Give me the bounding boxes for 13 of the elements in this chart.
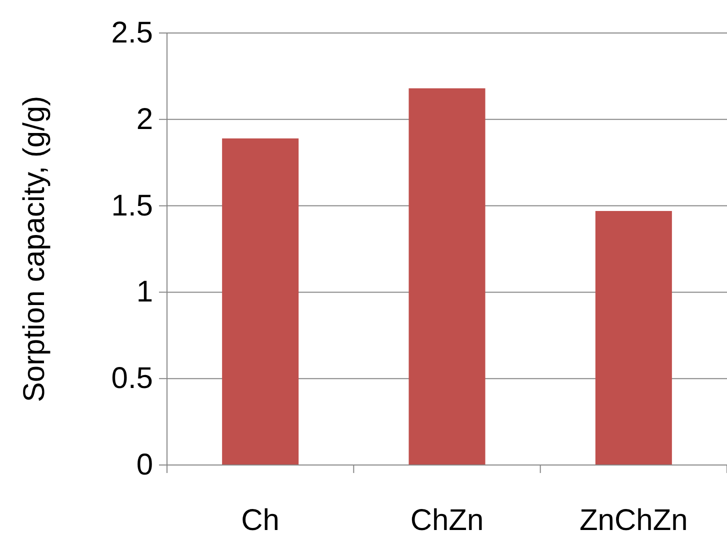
y-tick-label: 0 (136, 448, 153, 482)
y-tick-label: 0.5 (111, 362, 153, 396)
y-axis-title: Sorption capacity, (g/g) (18, 96, 51, 402)
y-tick-label: 2.5 (111, 16, 153, 50)
y-tick-label: 1.5 (111, 189, 153, 222)
bar (408, 88, 486, 465)
y-tick-label: 2 (136, 102, 153, 136)
bar (222, 138, 299, 465)
x-tick-label: ChZn (410, 504, 484, 537)
x-tick-label: Ch (241, 504, 280, 537)
bar (595, 210, 672, 465)
x-tick-label: ZnChZn (579, 504, 688, 537)
y-tick-label: 1 (136, 276, 153, 309)
